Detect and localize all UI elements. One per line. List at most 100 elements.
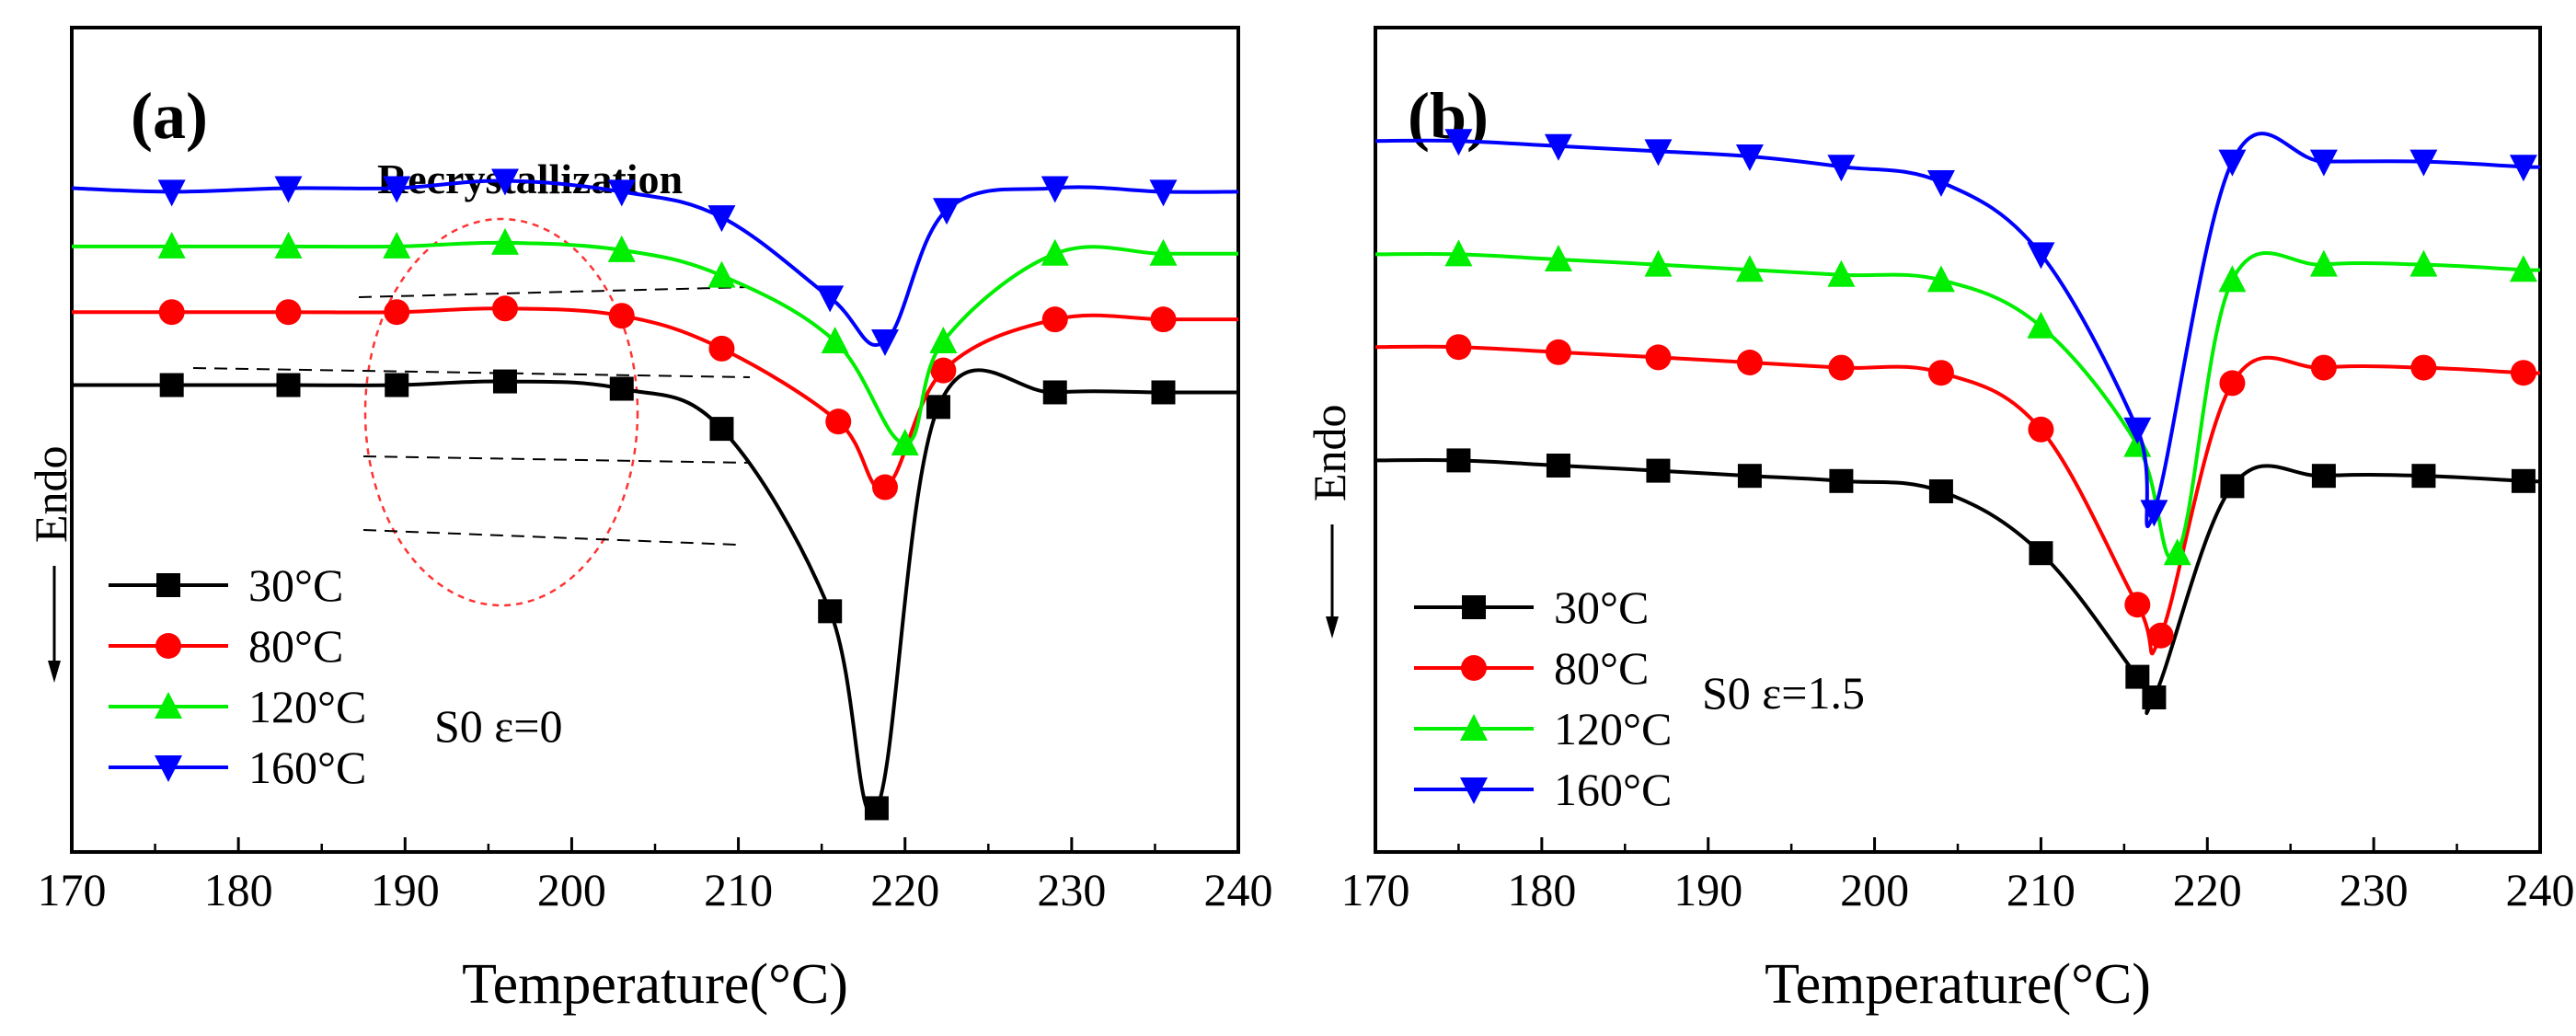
panel-b-data-point <box>2410 354 2437 381</box>
panel-a-label: (a) <box>131 79 208 153</box>
panel-b-series-line-2 <box>1374 251 2541 561</box>
panel-a-x-ticks: 170 180 190 200 210 220 230 240 <box>38 837 1273 915</box>
panel-a-data-point <box>1041 238 1069 266</box>
panel-a-data-point <box>818 599 843 624</box>
panel-b-data-point <box>2163 538 2191 566</box>
panel-b-data-point <box>2510 360 2536 386</box>
panel-a-data-point <box>159 373 184 397</box>
panel-a-x-tick-label: 230 <box>1037 864 1106 915</box>
panel-a-x-tick-label: 200 <box>537 864 606 915</box>
panel-b-data-point <box>1827 155 1856 182</box>
panel-b-data-point <box>1446 448 1471 473</box>
panel-b-x-tick-label: 240 <box>2506 864 2575 915</box>
panel-a-data-point <box>609 376 634 401</box>
panel-b-data-point <box>2029 541 2053 566</box>
panel-b-data-point <box>2509 155 2537 182</box>
panel-a-data-point <box>607 179 636 207</box>
panel-a-data-point <box>1041 176 1069 203</box>
panel-a-data-point <box>490 168 519 196</box>
panel-b-data-point <box>1444 239 1473 267</box>
panel-b-x-tick-label: 190 <box>1673 864 1742 915</box>
panel-a-legend-label: 160°C <box>248 742 366 793</box>
panel-a-x-tick-label: 170 <box>38 864 107 915</box>
panel-a-data-point <box>929 326 958 353</box>
panel-a-x-axis-label: Temperature(°C) <box>462 953 848 1016</box>
panel-b-legend-label: 160°C <box>1554 764 1672 815</box>
panel-a-data-point <box>1042 380 1067 405</box>
panel-b-data-point <box>1735 144 1764 171</box>
panel-a-x-tick-label: 220 <box>870 864 939 915</box>
panel-a-legend-marker <box>155 633 181 659</box>
panel-b-series-line-3 <box>1374 132 2541 529</box>
panel-a-data-point <box>1150 306 1177 333</box>
panel-b-data-point <box>2218 149 2247 177</box>
panel-b-data-point <box>1926 265 1955 293</box>
panel-a-data-point <box>864 796 889 821</box>
panel-b-data-point <box>1645 344 1672 371</box>
panel-a-x-tick-label: 240 <box>1204 864 1273 915</box>
panel-a-endo-arrowhead <box>48 661 61 683</box>
panel-b-legend-label: 30°C <box>1554 581 1649 633</box>
panel-a-data-point <box>157 231 186 259</box>
panel-b-data-point <box>1828 354 1855 381</box>
panel-b-series-line-0 <box>1374 457 2541 715</box>
panel-a-data-point <box>707 205 736 233</box>
panel-a-data-point <box>870 328 899 356</box>
panel-b-data-point <box>1829 468 1854 493</box>
panel-a-data-point <box>930 357 957 384</box>
panel-b-series-line-1 <box>1374 344 2541 656</box>
panel-b-frame <box>1374 26 2542 854</box>
panel-a-endo-indicator: Endo <box>25 445 76 683</box>
baseline-80 <box>362 455 751 464</box>
panel-b-data-point <box>2028 416 2054 443</box>
panel-a: (a) 170 180 190 200 210 220 230 240 Recrystalli… <box>25 26 1273 1016</box>
panel-a-data-point <box>871 474 898 501</box>
panel-a-data-point <box>274 231 303 259</box>
panel-b-data-point <box>1545 339 1571 365</box>
panel-b-legend-marker <box>1460 777 1488 804</box>
panel-b-data-point <box>1444 129 1473 156</box>
panel-b-data-point <box>1736 350 1763 375</box>
panel-a-data-point <box>1149 179 1178 207</box>
panel-a-data-point <box>1151 380 1176 405</box>
panel-b-data-point <box>1928 479 1953 503</box>
panel-a-data-point <box>708 335 735 362</box>
panel-b-data-point <box>2142 685 2167 709</box>
panel-b-data-point <box>2125 664 2150 689</box>
panel-b-plot <box>1374 129 2541 715</box>
panel-a-x-tick-label: 210 <box>704 864 773 915</box>
panel-a-data-point <box>1149 238 1178 266</box>
panel-a-data-point <box>707 260 736 288</box>
panel-b-x-tick-label: 210 <box>2007 864 2076 915</box>
panel-a-legend-label: 80°C <box>248 620 343 672</box>
panel-a-baselines <box>192 286 751 546</box>
panel-b-data-point <box>2147 622 2174 649</box>
panel-b-legend: 30°C 80°C 120°C 160°C <box>1414 581 1672 815</box>
panel-a-data-point <box>274 176 303 203</box>
panel-b-data-point <box>2411 464 2436 489</box>
panel-a-data-point <box>158 299 185 326</box>
panel-a-legend-marker <box>155 692 182 719</box>
panel-b-data-point <box>2140 500 2168 527</box>
baseline-160 <box>358 286 751 298</box>
panel-a-frame <box>70 26 1240 854</box>
panel-a-data-point <box>490 227 519 255</box>
panel-a-x-tick-label: 190 <box>371 864 440 915</box>
panel-b-endo-indicator: Endo <box>1304 404 1355 639</box>
panel-a-data-point <box>276 373 301 397</box>
panel-a-legend-label: 30°C <box>248 559 343 611</box>
panel-b-data-point <box>2409 249 2438 277</box>
panel-b-endo-label: Endo <box>1304 404 1355 501</box>
panel-b-data-point <box>2027 242 2055 270</box>
panel-b-data-point <box>2310 354 2337 381</box>
panel-b-x-tick-label: 230 <box>2340 864 2409 915</box>
panel-a-data-point <box>891 428 919 455</box>
panel-b-data-point <box>1927 360 1954 386</box>
panel-a-data-point <box>825 409 852 435</box>
panel-b-data-point <box>2311 464 2336 489</box>
panel-b-x-tick-label: 170 <box>1341 864 1410 915</box>
panel-a-plot <box>71 168 1239 821</box>
panel-b-data-point <box>2027 311 2055 339</box>
panel-b-data-point <box>2124 592 2151 618</box>
panel-a-data-point <box>492 369 517 394</box>
